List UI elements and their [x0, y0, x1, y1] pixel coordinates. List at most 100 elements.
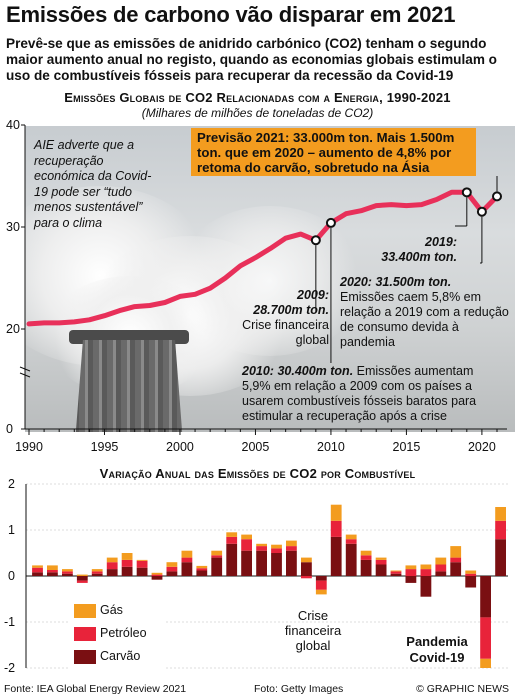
bar-Petróleo-1992 — [62, 571, 73, 574]
bar-Gás-2021 — [495, 507, 506, 521]
bar-Gás-2011 — [345, 534, 357, 540]
axis-break — [19, 366, 31, 372]
bar-Carvão-2016 — [420, 576, 432, 597]
bar-Gás-1996 — [121, 553, 133, 560]
legend-label-oil: Petróleo — [100, 626, 147, 640]
label-2020-body: Emissões caem 5,8% em relação a 2019 com… — [340, 290, 509, 349]
bar-Carvão-1994 — [91, 573, 103, 576]
bar-Gás-2003 — [226, 532, 238, 537]
bar-Petróleo-2006 — [271, 548, 282, 553]
pandemic-label: Pandemia Covid-19 — [392, 634, 482, 666]
bar-Carvão-2014 — [390, 573, 402, 576]
bar-Carvão-2013 — [375, 564, 387, 576]
crisis-label: Crise financeira global — [268, 608, 358, 653]
bar-Petróleo-2004 — [241, 539, 252, 551]
bar-Gás-2014 — [390, 570, 402, 572]
label-2009-value: 28.700m ton. — [253, 303, 329, 317]
line-chart-title: Emissões Globais de CO2 Relacionadas com… — [64, 90, 451, 105]
x-tick-label: 2015 — [393, 440, 421, 454]
y-tick-label: 2 — [8, 478, 15, 491]
label-2019-value: 33.400m ton. — [381, 250, 457, 264]
bar-Carvão-1999 — [166, 571, 178, 576]
label-2009-year: 2009: — [297, 288, 329, 302]
label-2020-head: 2020: 31.500m ton. — [340, 275, 452, 289]
bar-Carvão-2010 — [330, 536, 342, 576]
crisis-label-2: financeira — [284, 623, 342, 638]
bar-Petróleo-2008 — [301, 576, 312, 579]
y-tick-label: 20 — [6, 322, 20, 336]
crisis-label-1: Crise — [297, 608, 329, 623]
forecast-2021-text: Previsão 2021: 33.000m ton. Mais 1.500m … — [197, 130, 455, 175]
bar-Gás-2012 — [360, 550, 372, 556]
legend-swatch-oil — [74, 627, 96, 641]
bar-Carvão-2006 — [271, 553, 282, 576]
bar-Carvão-2004 — [241, 550, 252, 576]
x-tick-label: 2020 — [468, 440, 496, 454]
crisis-label-3: global — [295, 638, 331, 653]
point-2009 — [310, 235, 321, 246]
footer-photo: Foto: Getty Images — [254, 683, 344, 695]
x-tick-label: 2000 — [166, 440, 194, 454]
y-tick-label: 40 — [6, 118, 20, 132]
label-2020: 2020: 31.500m ton. Emissões caem 5,8% em… — [340, 275, 512, 350]
bar-Gás-1998 — [151, 572, 163, 575]
bar-Petróleo-2001 — [196, 568, 208, 571]
bar-Carvão-2015 — [405, 576, 417, 583]
bar-Petróleo-2015 — [405, 569, 417, 576]
bar-Carvão-2005 — [256, 550, 267, 576]
bar-Carvão-2009 — [315, 576, 327, 581]
bar-Carvão-2012 — [360, 559, 372, 576]
y-tick-label: 0 — [6, 422, 13, 436]
bar-Carvão-2021 — [495, 539, 506, 576]
legend-swatch-gas — [74, 604, 96, 618]
legend-swatch-coal — [74, 650, 96, 664]
bar-Carvão-1995 — [106, 569, 118, 576]
label-2009: 2009: 28.700m ton. Crise financeira glob… — [225, 288, 329, 348]
bar-Gás-1997 — [136, 559, 148, 561]
bar-Carvão-2002 — [211, 557, 223, 576]
bar-Petróleo-2010 — [330, 520, 342, 537]
point-2021 — [492, 191, 502, 202]
x-tick-label: 2010 — [317, 440, 345, 454]
footer-source: Fonte: IEA Global Energy Review 2021 — [4, 683, 187, 695]
y-tick-label: 1 — [8, 523, 15, 537]
bar-Petróleo-2003 — [226, 536, 238, 544]
bar-Gás-2018 — [450, 546, 462, 558]
bar-Gás-1995 — [106, 557, 118, 563]
bar-Gás-2009 — [315, 589, 327, 595]
bar-Petróleo-1994 — [91, 571, 103, 574]
axis-break — [19, 372, 31, 378]
bar-Gás-1994 — [91, 569, 103, 572]
label-2010: 2010: 30.400m ton. Emissões aumentam 5,9… — [242, 364, 504, 424]
bar-chart-title: Variação Anual das Emissões de CO2 por C… — [99, 466, 416, 481]
bar-Gás-1990 — [32, 565, 43, 568]
label-2010-head: 2010: 30.400m ton. — [242, 364, 354, 378]
bar-Carvão-2003 — [226, 543, 238, 576]
bar-Carvão-1990 — [32, 572, 43, 576]
label-2019: 2019: 33.400m ton. — [345, 235, 457, 265]
bar-Carvão-2007 — [286, 550, 297, 576]
bar-Gás-2000 — [181, 550, 193, 558]
emissions-line-chart: 0 20 30 40 1990 1995 2000 2005 2010 2015 2020 — [6, 118, 507, 454]
x-tick-label: 2005 — [242, 440, 270, 454]
bar-Petróleo-1997 — [136, 560, 148, 568]
bar-Carvão-2018 — [450, 562, 462, 576]
bar-Gás-2019 — [465, 570, 477, 574]
bar-Carvão-2008 — [301, 562, 312, 576]
bar-Petróleo-2019 — [465, 573, 477, 576]
point-2010 — [325, 217, 336, 228]
bar-Petróleo-2014 — [390, 571, 402, 574]
label-2009-event: Crise financeira — [242, 318, 329, 332]
label-2019-year: 2019: — [425, 235, 457, 249]
label-2010-body: Emissões aumentam 5,9% em relação a 2009… — [242, 364, 477, 423]
bar-Gás-2010 — [330, 504, 342, 521]
bar-Petróleo-2012 — [360, 555, 372, 560]
label-2009-event-2: global — [295, 333, 329, 347]
bar-Petróleo-2009 — [315, 580, 327, 590]
bar-Carvão-2011 — [345, 543, 357, 576]
bar-Petróleo-2017 — [435, 564, 447, 572]
bar-Petróleo-2011 — [345, 539, 357, 544]
bar-Carvão-1992 — [62, 573, 73, 576]
x-tick-label: 1990 — [15, 440, 43, 454]
aie-note: AIE adverte que a recuperação económica … — [34, 138, 152, 230]
